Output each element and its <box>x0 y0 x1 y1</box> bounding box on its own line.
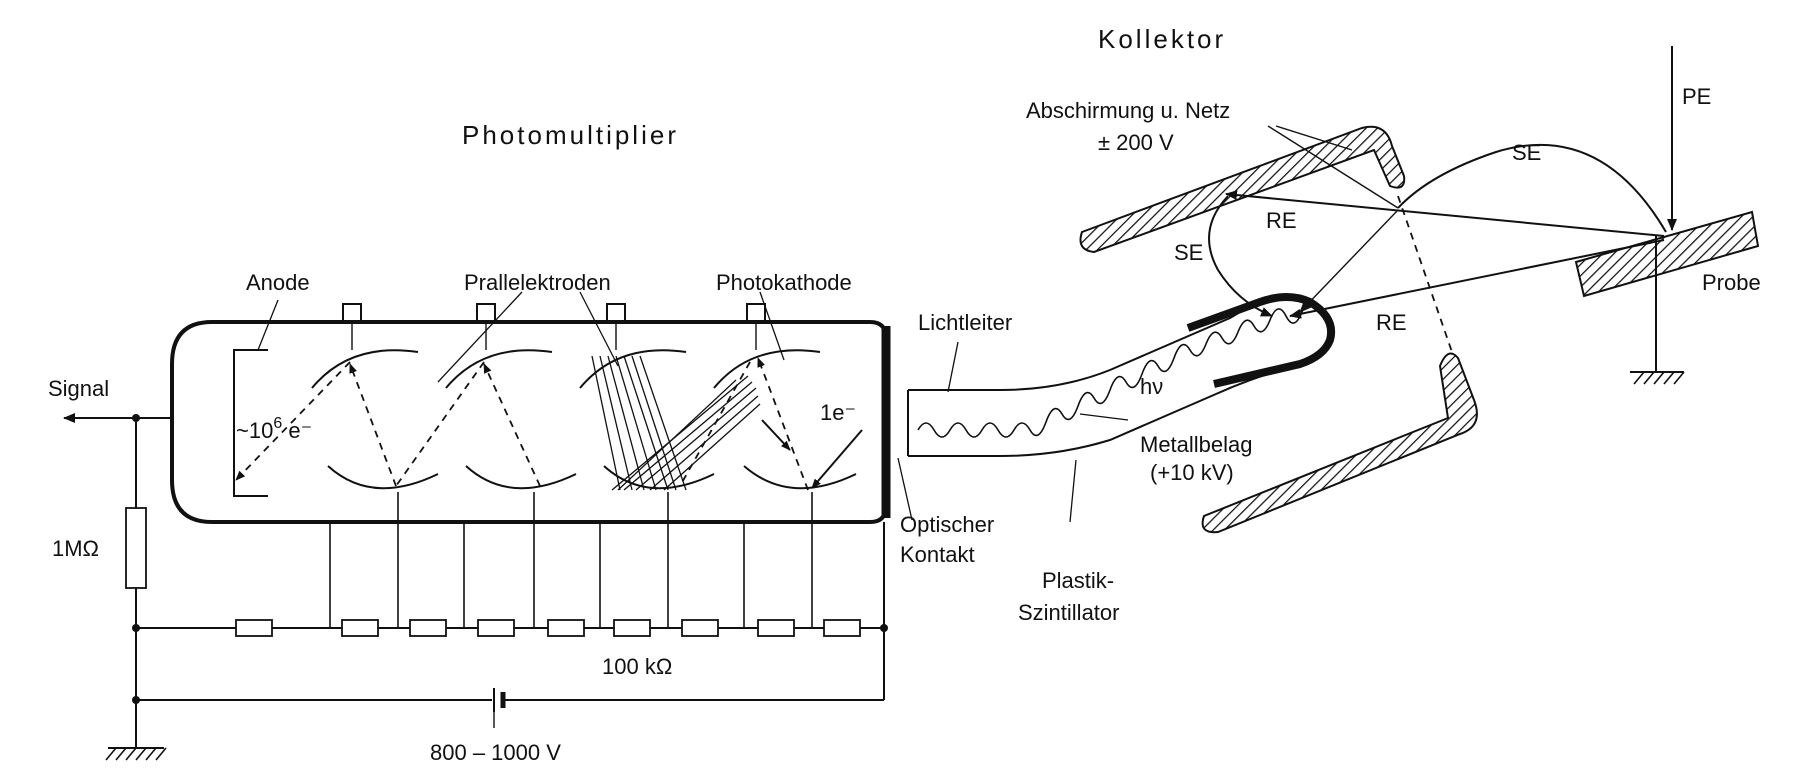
light-guide <box>907 293 1335 457</box>
resistor-100k <box>409 619 447 637</box>
resistor-1m <box>125 507 147 589</box>
label-optischer: Optischer <box>900 512 994 537</box>
metal-coating <box>1186 293 1335 388</box>
dynode-bottom <box>465 465 577 490</box>
label-resistor-1m: 1MΩ <box>52 536 99 561</box>
label-re-right: RE <box>1376 310 1407 335</box>
resistor-100k <box>757 619 795 637</box>
label-plastik: Plastik- <box>1042 568 1114 593</box>
anode-electrode <box>233 349 268 497</box>
tube-pin <box>606 303 626 323</box>
label-prallelektroden: Prallelektroden <box>464 270 611 295</box>
photomultiplier-tube <box>170 303 891 524</box>
label-resistor-100k: 100 kΩ <box>602 654 672 679</box>
label-metallbelag: Metallbelag <box>1140 432 1253 457</box>
label-supply-voltage: 800 – 1000 V <box>430 740 561 765</box>
electron-path <box>483 363 541 487</box>
label-signal: Signal <box>48 376 109 401</box>
label-se-top: SE <box>1512 140 1541 165</box>
label-probe: Probe <box>1702 270 1761 295</box>
resistor-100k <box>613 619 651 637</box>
photon-wave <box>917 300 1317 438</box>
collector-shield <box>1079 125 1478 534</box>
dynode-bottom <box>603 465 715 490</box>
label-pe: PE <box>1682 84 1711 109</box>
label-photokathode: Photokathode <box>716 270 852 295</box>
particle-trajectories <box>1208 46 1677 319</box>
tube-pin <box>476 303 496 323</box>
probe-sample <box>1574 210 1760 385</box>
dynode-bottom <box>327 465 439 490</box>
resistor-100k <box>341 619 379 637</box>
label-lichtleiter: Lichtleiter <box>918 310 1012 335</box>
label-hv: hν <box>1140 374 1163 399</box>
resistor-100k <box>477 619 515 637</box>
electron-path <box>349 363 397 487</box>
dynode-top <box>311 349 419 389</box>
resistor-100k <box>823 619 861 637</box>
re-trajectory-right <box>1289 239 1665 319</box>
label-metallbelag-voltage: (+10 kV) <box>1150 460 1234 485</box>
label-re-top: RE <box>1266 208 1297 233</box>
divider-resistors <box>235 619 861 637</box>
re-trajectory-top <box>1225 190 1665 237</box>
label-leader <box>1267 125 1399 209</box>
label-abschirmung-voltage: ± 200 V <box>1098 130 1174 155</box>
resistor-100k <box>681 619 719 637</box>
label-kontakt: Kontakt <box>900 542 975 567</box>
divider-circuit <box>63 413 888 761</box>
resistor-100k <box>547 619 585 637</box>
dynode-leads <box>329 492 813 628</box>
dynode-top <box>579 349 687 389</box>
electron-cascade <box>591 355 761 491</box>
label-gain: ~106 e⁻ <box>236 415 312 443</box>
shield-mesh-line <box>1397 195 1453 353</box>
electron-path <box>757 357 809 491</box>
probe-block <box>1574 210 1760 298</box>
resistor-100k <box>235 619 273 637</box>
label-leader <box>1275 125 1353 151</box>
field-line <box>1299 209 1399 313</box>
label-se-left: SE <box>1174 240 1203 265</box>
title-photomultiplier: Photomultiplier <box>462 120 679 150</box>
dynode-bottom <box>743 465 857 490</box>
dynode-top <box>713 349 821 389</box>
tube-pin <box>342 303 362 323</box>
label-one-electron: 1e⁻ <box>820 400 856 425</box>
electron-path <box>235 361 351 481</box>
se-trajectory-top <box>1397 143 1667 233</box>
label-anode: Anode <box>246 270 310 295</box>
se-trajectory-left <box>1208 195 1273 317</box>
dynode-top <box>445 349 553 389</box>
title-kollektor: Kollektor <box>1098 24 1226 54</box>
leader-lines <box>257 291 1129 523</box>
shield-lower <box>1201 352 1478 534</box>
tube-pin <box>746 303 766 323</box>
label-abschirmung: Abschirmung u. Netz <box>1026 98 1230 123</box>
shield-upper <box>1079 125 1406 254</box>
label-szintillator: Szintillator <box>1018 600 1119 625</box>
